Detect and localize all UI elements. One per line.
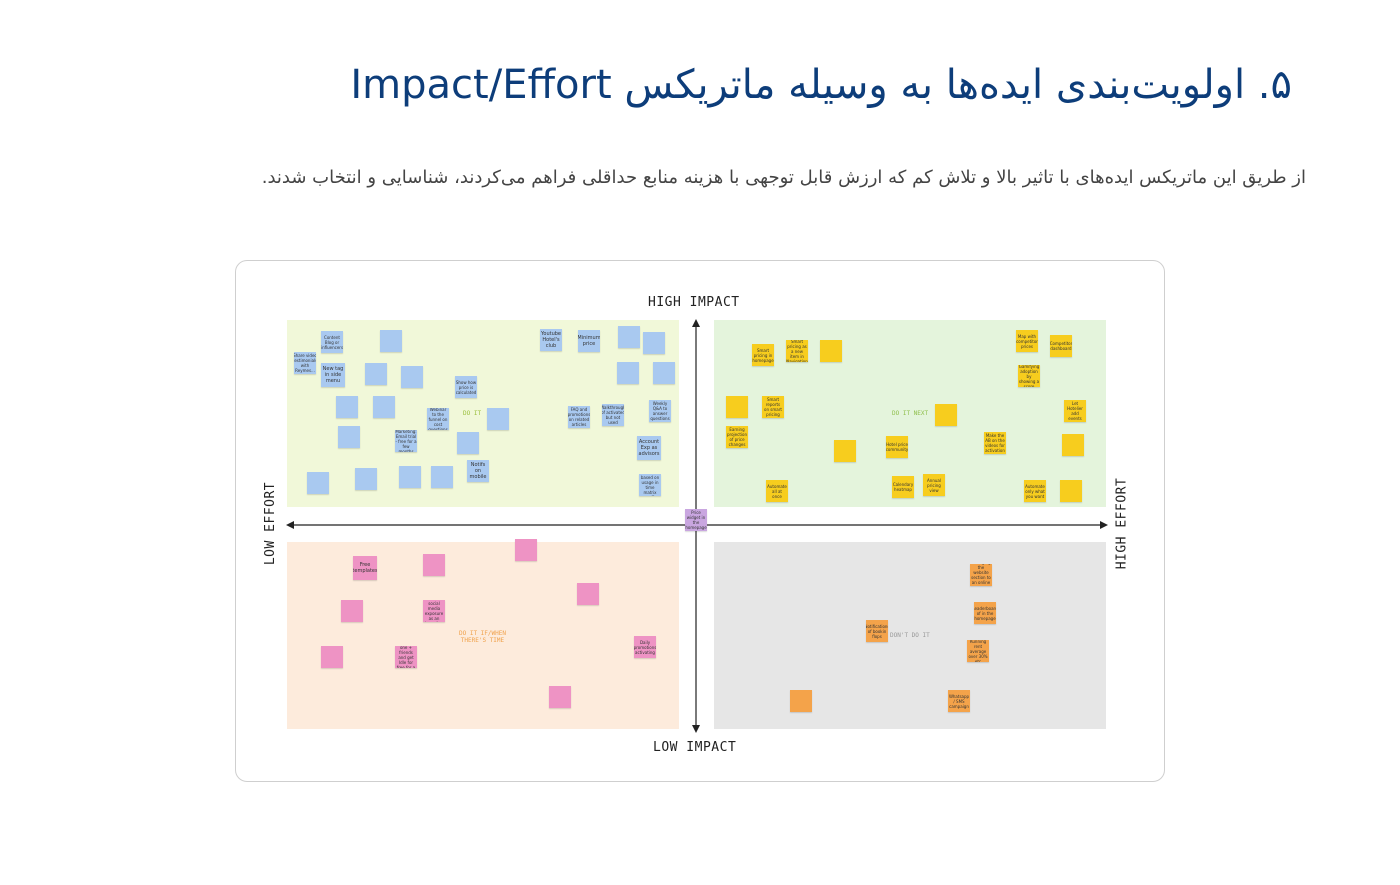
sticky-note [365, 363, 387, 385]
sticky-note: Offer social media exposure as an incent… [423, 600, 445, 622]
sticky-note: Webinar to the funnel on cost questions [427, 408, 449, 430]
sticky-note: Youtube Hotel's club [540, 329, 562, 351]
sticky-note: Let Hotelier add events [1064, 400, 1086, 422]
sticky-note [643, 332, 665, 354]
sticky-note: Share video testimonials with Reymes... [294, 352, 316, 374]
quadrant-label-do-it: DO IT [463, 410, 482, 417]
sticky-note: Automate only what you want [1024, 480, 1046, 502]
page-title: ۵. اولویت‌بندی ایده‌ها به وسیله ماتریکس … [350, 62, 1292, 108]
sticky-note: Smart reports on smart pricing [762, 396, 784, 418]
sticky-note [487, 408, 509, 430]
sticky-note [820, 340, 842, 362]
sticky-note: Notifications of bookin flops [866, 620, 888, 642]
impact-effort-matrix: DO IT Content Blog or influencers Share … [235, 260, 1165, 782]
sticky-note [338, 426, 360, 448]
sticky-note [617, 362, 639, 384]
sticky-note [549, 686, 571, 708]
sticky-note: Referral: one + friends and get Idle for… [395, 646, 417, 668]
sticky-note: Calendary heatmap [892, 476, 914, 498]
quadrant-label-dont: DON'T DO IT [890, 632, 930, 639]
sticky-note [726, 396, 748, 418]
quadrant-label-if-time: DO IT IF/WHEN THERE'S TIME [459, 630, 506, 644]
sticky-note [399, 466, 421, 488]
sticky-note [431, 466, 453, 488]
sticky-note: Hotel price community [886, 436, 908, 458]
sticky-note: Notifs on mobile [467, 460, 489, 482]
sticky-note: Running rent average over 30% etc [967, 640, 989, 662]
sticky-note: New tag in side menu [321, 363, 345, 387]
sticky-note: Changing the website section to an onlin… [970, 564, 992, 586]
sticky-note: Account Exp as advisors [637, 436, 661, 460]
sticky-note: Leaderboard of in the homepage [974, 602, 996, 624]
sticky-note: Smart pricing as a new item in Navigatio… [786, 340, 808, 362]
sticky-note: Earning projection of price changes [726, 426, 748, 448]
page-description: از طریق این ماتریکس ایده‌های با تاثیر با… [261, 167, 1306, 188]
sticky-note: Marketing: Email trial - free for a few … [395, 430, 417, 452]
axis-label-low-effort: LOW EFFORT [263, 481, 279, 566]
sticky-note: Gift based on usage in time matrix we of… [639, 474, 661, 496]
sticky-note [321, 646, 343, 668]
sticky-note: Smart pricing in homepage [752, 344, 774, 366]
sticky-note: Free templates [353, 556, 377, 580]
sticky-note [834, 440, 856, 462]
sticky-note: Competitor dashboard [1050, 335, 1072, 357]
sticky-note [1062, 434, 1084, 456]
axis-label-low-impact: LOW IMPACT [653, 740, 737, 755]
sticky-note [618, 326, 640, 348]
quadrant-label-do-it-next: DO IT NEXT [892, 410, 929, 417]
sticky-note: Map with competitor prices [1016, 330, 1038, 352]
sticky-note [1060, 480, 1082, 502]
sticky-note [401, 366, 423, 388]
sticky-note: Annual pricing view [923, 474, 945, 496]
sticky-note [457, 432, 479, 454]
quadrant-do-it: DO IT Content Blog or influencers Share … [287, 320, 679, 507]
sticky-note: Daily promotions activating [634, 636, 656, 658]
sticky-note [373, 396, 395, 418]
sticky-note [423, 554, 445, 576]
sticky-note [341, 600, 363, 622]
sticky-note: Show how price is calculated [455, 376, 477, 398]
sticky-note [935, 404, 957, 426]
sticky-note [355, 468, 377, 490]
quadrant-dont-do-it: DON'T DO IT Changing the website section… [714, 542, 1106, 729]
sticky-note [790, 690, 812, 712]
axis-label-high-impact: HIGH IMPACT [648, 295, 740, 310]
sticky-note: Automate all at once [766, 480, 788, 502]
sticky-note: FAQ and promotions on related articles [568, 406, 590, 428]
sticky-note: Content Blog or influencers [321, 331, 343, 353]
quadrant-if-time: DO IT IF/WHEN THERE'S TIME Free template… [287, 539, 679, 729]
sticky-note [336, 396, 358, 418]
sticky-note [515, 539, 537, 561]
quadrant-do-it-next: DO IT NEXT Smart pricing in homepage Sma… [714, 320, 1106, 507]
sticky-note: Minimum price [578, 330, 600, 352]
sticky-note: Whatsapp / SMS campaign [948, 690, 970, 712]
center-sticky-note: Price widget in the homepage [685, 509, 707, 531]
sticky-note [380, 330, 402, 352]
sticky-note: Make the AB on the videos for activation [984, 432, 1006, 454]
sticky-note [307, 472, 329, 494]
axis-label-high-effort: HIGH EFFORT [1114, 477, 1130, 570]
sticky-note: Gamifying adoption by showing a score [1018, 365, 1040, 387]
sticky-note: Walkthrough of activated but not used [602, 404, 624, 426]
sticky-note [653, 362, 675, 384]
sticky-note [577, 583, 599, 605]
sticky-note: Weekly Q&A to answer questions [649, 400, 671, 422]
